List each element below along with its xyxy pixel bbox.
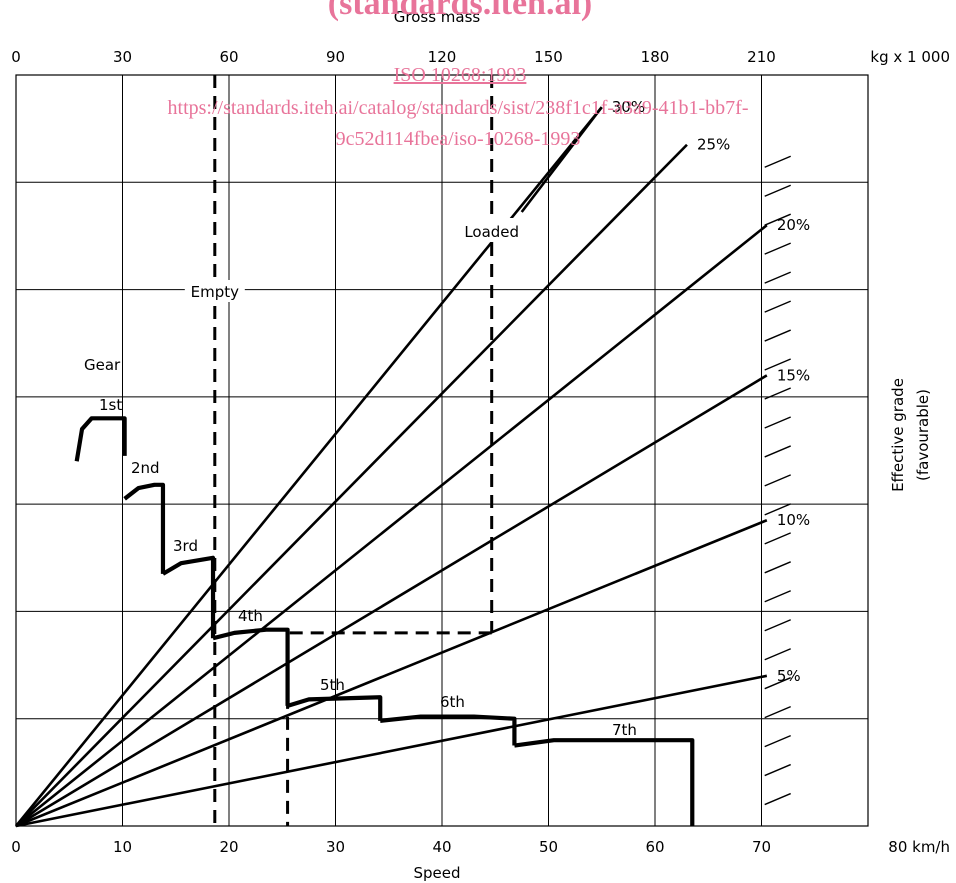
- top-tick-label: 90: [326, 48, 345, 66]
- grade-line: [15, 143, 688, 827]
- top-tick-label: 150: [534, 48, 563, 66]
- grade-line-label: 25%: [697, 136, 730, 154]
- gear-curve: [514, 738, 695, 826]
- top-tick-label: 0: [11, 48, 21, 66]
- grade-line: [15, 374, 768, 828]
- watermark-title: (standards.iteh.ai): [328, 0, 592, 22]
- gear-label: 3rd: [173, 537, 198, 555]
- top-tick-label: 210: [747, 48, 776, 66]
- x-tick-label: 0: [11, 838, 21, 856]
- gear-label: 6th: [440, 693, 465, 711]
- hatch-mark: [764, 329, 791, 342]
- hatch-mark: [764, 387, 791, 400]
- hatch-mark: [764, 648, 791, 661]
- gear-label: 7th: [612, 721, 637, 739]
- loaded-mass-label: Loaded: [464, 223, 519, 241]
- grade-line: [15, 674, 768, 828]
- grade-line-label: 15%: [777, 366, 810, 384]
- watermark-url-tail: 9c52d114fbea/iso-10268-1993: [336, 128, 581, 150]
- grade-line-label: 30%: [612, 98, 645, 116]
- x-tick-label: 30: [326, 838, 345, 856]
- x-tick-label: 50: [539, 838, 558, 856]
- hatch-mark: [764, 474, 791, 487]
- gear-curve: [123, 482, 166, 574]
- gear-label: 5th: [320, 676, 345, 694]
- hatch-mark: [764, 619, 791, 632]
- hatch-mark: [764, 503, 791, 516]
- tick-labels: 0 10 20 30 40 50 60 70 0 30 60 90 120 150 180 210: [11, 48, 776, 856]
- gear-curve: [74, 416, 127, 462]
- gear-curves: 1st 2nd 3rd 4th 5th 6th 7th: [74, 396, 695, 826]
- top-axis-unit: kg x 1 000: [870, 48, 950, 66]
- gear-label: 2nd: [131, 459, 160, 477]
- top-tick-label: 60: [219, 48, 238, 66]
- top-tick-label: 120: [428, 48, 457, 66]
- hatch-mark: [764, 677, 791, 690]
- hatch-mark: [764, 763, 791, 777]
- empty-mass-label: Empty: [191, 283, 239, 301]
- x-tick-label: 20: [219, 838, 238, 856]
- loaded-label-bg: [453, 218, 526, 242]
- hatch-mark: [764, 734, 791, 748]
- hatch-mark: [764, 358, 791, 371]
- top-tick-label: 30: [113, 48, 132, 66]
- gear-curve: [161, 555, 216, 639]
- hatch-mark: [764, 416, 791, 429]
- y-axis-label: Effective grade: [889, 378, 907, 492]
- hatch-mark: [764, 242, 791, 255]
- hatch-mark: [764, 792, 791, 806]
- grade-line: [15, 224, 768, 828]
- hatch-mark: [764, 213, 791, 226]
- gear-title: Gear: [84, 356, 121, 374]
- hatch-mark: [764, 705, 791, 719]
- hatch-mark: [764, 271, 791, 284]
- x-tick-label: 60: [645, 838, 664, 856]
- x-tick-label: 70: [752, 838, 771, 856]
- gear-label: 4th: [238, 607, 263, 625]
- x-axis-unit: 80 km/h: [888, 838, 950, 856]
- hatch-mark: [764, 445, 791, 458]
- grade-line-label: 10%: [777, 511, 810, 529]
- watermark-url: https://standards.iteh.ai/catalog/standa…: [168, 97, 749, 119]
- grade-line-label: 5%: [777, 667, 801, 685]
- gear-curve: [286, 695, 383, 721]
- watermark-standard: ISO 10268:1993: [394, 64, 527, 86]
- hatch-mark: [764, 532, 791, 545]
- empty-label-bg: [184, 280, 245, 302]
- grade-line: [15, 519, 768, 828]
- hatch-mark: [764, 155, 791, 168]
- gear-curve: [380, 714, 517, 746]
- top-tick-label: 180: [641, 48, 670, 66]
- hatch-mark: [764, 300, 791, 313]
- loaded-leader-line: [520, 106, 603, 213]
- y-axis-sublabel: (favourable): [914, 389, 932, 481]
- top-axis-label: Gross mass: [394, 8, 481, 26]
- x-axis-label: Speed: [413, 864, 460, 882]
- gear-curve: [212, 627, 290, 706]
- limit-hatching: [764, 155, 791, 806]
- chart-grid: [15, 74, 869, 827]
- hatch-mark: [764, 590, 791, 603]
- hatch-mark: [764, 184, 791, 197]
- x-tick-label: 10: [113, 838, 132, 856]
- mass-dashed-lines: Empty Loaded: [184, 75, 603, 826]
- hatch-mark: [764, 561, 791, 574]
- x-tick-label: 40: [432, 838, 451, 856]
- grade-line-label: 20%: [777, 216, 810, 234]
- gear-label: 1st: [99, 396, 122, 414]
